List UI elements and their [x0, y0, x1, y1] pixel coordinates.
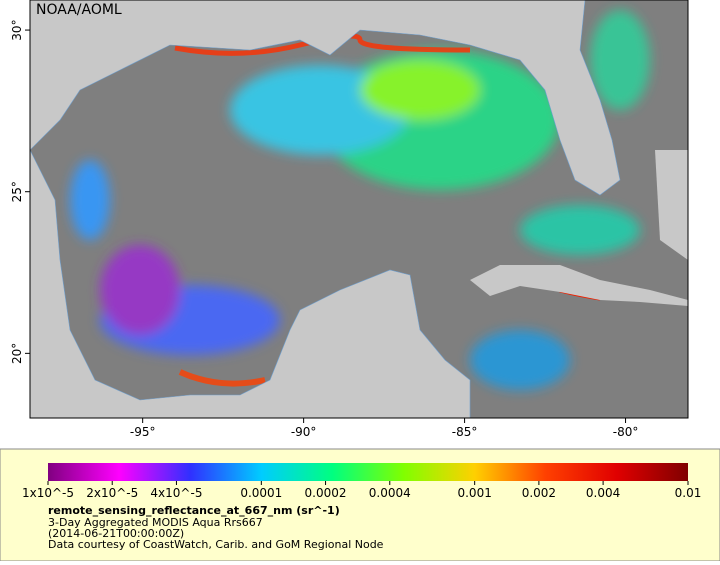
- colorbar-tick-label: 0.001: [457, 486, 491, 500]
- lat-tick-label: 30°: [10, 19, 24, 40]
- lat-tick-label: 20°: [10, 343, 24, 364]
- lon-tick-label: -90°: [291, 425, 317, 439]
- colorbar-tick-label: 4x10^-5: [150, 486, 202, 500]
- colorbar-tick-label: 0.004: [586, 486, 620, 500]
- colorbar-tick-label: 0.0004: [369, 486, 411, 500]
- land-cuba: [470, 265, 688, 306]
- source: Data courtesy of CoastWatch, Carib. and …: [48, 538, 384, 551]
- colorbar-tick-label: 0.0002: [305, 486, 347, 500]
- land-us: [30, 0, 621, 196]
- description: 3-Day Aggregated MODIS Aqua Rrs667: [48, 516, 263, 529]
- colorbar-tick-label: 0.0001: [240, 486, 282, 500]
- time: (2014-06-21T00:00:00Z): [48, 527, 184, 540]
- lat-tick-label: 25°: [10, 181, 24, 202]
- colorbar-tick-label: 0.01: [675, 486, 702, 500]
- data-layer: [70, 10, 650, 390]
- variable-name: remote_sensing_reflectance_at_667_nm (sr…: [48, 504, 340, 517]
- colorbar-ticks: 1x10^-5 2x10^-5 4x10^-5 0.0001 0.0002 0.0004 0…: [22, 481, 701, 500]
- land-bahamas: [655, 150, 688, 260]
- lon-tick-label: -95°: [130, 425, 156, 439]
- colorbar-tick-label: 2x10^-5: [86, 486, 138, 500]
- axes: -95° -90° -85° -80° 20° 25° 30°: [10, 19, 638, 439]
- lon-tick-label: -85°: [452, 425, 478, 439]
- credit: NOAA/AOML: [36, 2, 122, 18]
- map-area: [30, 0, 688, 418]
- colorbar: [48, 463, 688, 481]
- land-mexico: [30, 149, 471, 418]
- colorbar-tick-label: 0.002: [522, 486, 556, 500]
- lon-tick-label: -80°: [613, 425, 639, 439]
- colorbar-tick-label: 1x10^-5: [22, 486, 74, 500]
- map-frame: [29, 0, 689, 419]
